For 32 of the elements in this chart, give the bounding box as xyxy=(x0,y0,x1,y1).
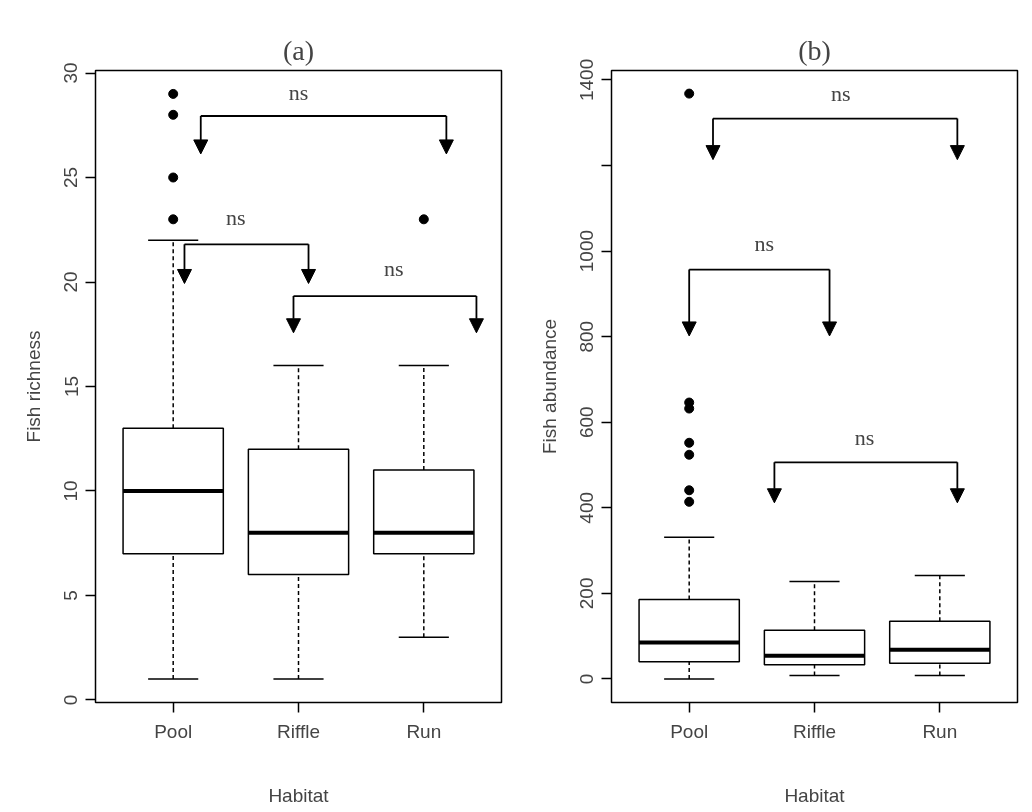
x-tick-label: Riffle xyxy=(277,720,320,742)
annotation: ns xyxy=(754,231,775,257)
y-tick-label: 200 xyxy=(576,577,598,610)
y-tick-label: 0 xyxy=(60,694,82,706)
y-tick-label: 10 xyxy=(60,480,82,502)
annotation: ns xyxy=(383,256,404,282)
y-tick-label: 15 xyxy=(60,375,82,398)
y-tick-label: 5 xyxy=(60,590,82,601)
y-tick-label: 800 xyxy=(576,320,598,353)
y-tick-label: 1000 xyxy=(576,229,598,273)
annotation: ns xyxy=(226,204,246,230)
y-axis-title: Fish richness xyxy=(22,330,44,443)
y-tick-label: 600 xyxy=(576,406,598,439)
y-tick-label: 0 xyxy=(576,673,598,685)
x-tick-label: Pool xyxy=(670,720,709,742)
x-tick-label: Pool xyxy=(154,720,193,742)
y-axis-title: Fish abundance xyxy=(538,318,560,455)
chart-title: (a) xyxy=(282,34,315,66)
y-tick-label: 25 xyxy=(60,166,82,189)
annotation: ns xyxy=(831,81,851,107)
y-tick-label: 1400 xyxy=(576,58,598,102)
x-axis-title: Habitat xyxy=(268,784,330,806)
chart-title: (b) xyxy=(798,34,831,66)
y-tick-label: 400 xyxy=(576,491,598,524)
x-tick-label: Run xyxy=(406,720,442,742)
x-tick-label: Riffle xyxy=(793,720,836,742)
x-axis-title: Habitat xyxy=(784,784,846,806)
x-tick-label: Run xyxy=(922,720,958,742)
y-tick-label: 30 xyxy=(60,62,82,84)
y-tick-label: 20 xyxy=(60,271,82,293)
annotation: ns xyxy=(288,80,309,106)
annotation: ns xyxy=(854,424,875,450)
